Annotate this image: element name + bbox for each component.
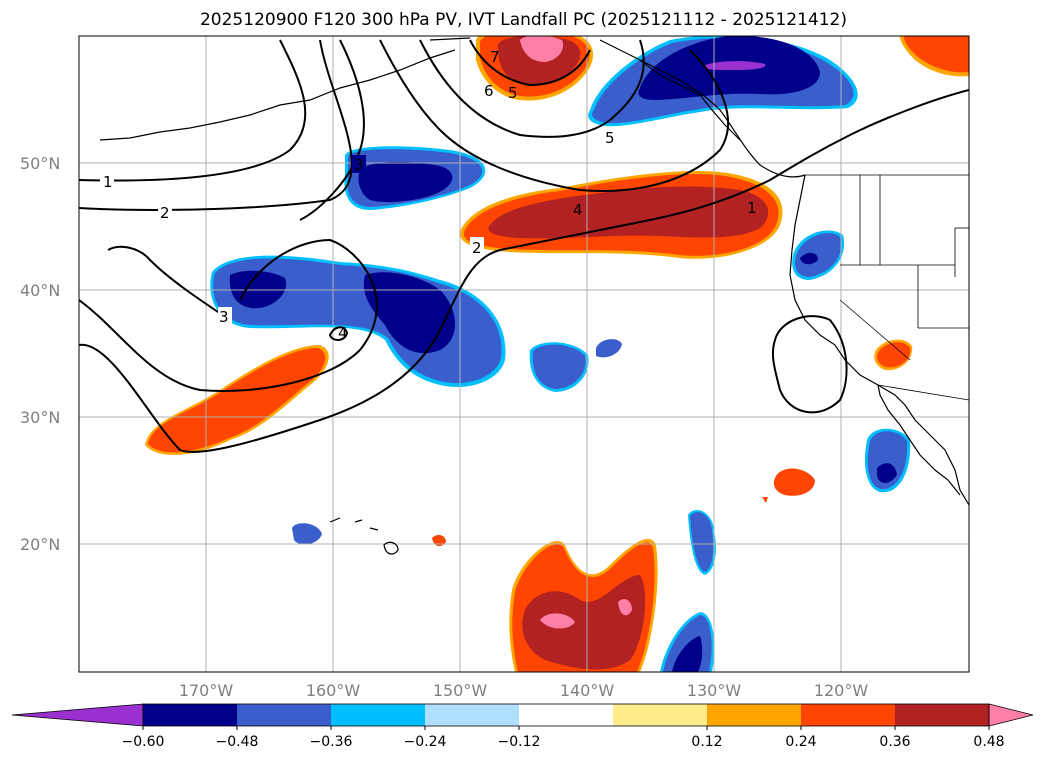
lat-label: 30°N [20,408,60,427]
colorbar-segment [613,704,707,726]
contour-label: 3 [219,308,229,326]
contour-label: 2 [472,239,482,257]
colorbar-frame [142,703,990,727]
lon-label: 160°W [306,681,361,700]
contour-label: 3 [354,156,364,174]
lon-label: 120°W [814,681,869,700]
contour-label: 4 [338,324,348,342]
map-title: 2025120900 F120 300 hPa PV, IVT Landfall… [199,10,847,30]
pc-shading [145,36,969,672]
colorbar-tick-label: −0.24 [404,734,447,750]
contour-label: 4 [573,201,583,219]
colorbar-tick-label: 0.36 [879,734,910,750]
contour-label: 2 [160,204,170,222]
colorbar-tick-label: 0.24 [785,734,816,750]
colorbar: −0.60 −0.48 −0.36 −0.24 −0.12 0.12 0.24 0.36 0.4… [11,703,1034,750]
pv-contours [79,39,969,453]
map-frame [78,35,970,673]
contour-label: 7 [490,48,500,66]
lon-label: 150°W [433,681,488,700]
colorbar-segment [707,704,801,726]
colorbar-tick-label: 0.12 [691,734,722,750]
colorbar-extend-min [11,703,144,727]
contour-label: 1 [747,199,757,217]
colorbar-tick-label: −0.12 [498,734,541,750]
colorbar-tick-label: −0.48 [216,734,259,750]
lon-label: 170°W [179,681,234,700]
contour-label: 5 [605,129,615,147]
lat-label: 40°N [20,281,60,300]
colorbar-tick-label: 0.48 [973,734,1004,750]
lon-label: 140°W [560,681,615,700]
lat-label: 50°N [20,154,60,173]
colorbar-segment [425,704,519,726]
lon-label: 130°W [687,681,742,700]
colorbar-segment [237,704,331,726]
colorbar-segment [801,704,895,726]
lat-label: 20°N [20,535,60,554]
contour-label-group: 1 2 3 4 5 6 7 1 2 3 4 5 [100,48,759,342]
contour-label: 6 [484,82,494,100]
coastlines [99,37,969,555]
colorbar-segment [143,704,237,726]
colorbar-extend-max [988,703,1034,727]
colorbar-segment [331,704,425,726]
colorbar-segment [895,704,989,726]
contour-label: 1 [103,173,113,191]
colorbar-segment [519,704,613,726]
colorbar-tick-label: −0.36 [310,734,353,750]
colorbar-tick-label: −0.60 [122,734,165,750]
contour-label: 5 [508,84,518,102]
political-borders [805,174,969,401]
